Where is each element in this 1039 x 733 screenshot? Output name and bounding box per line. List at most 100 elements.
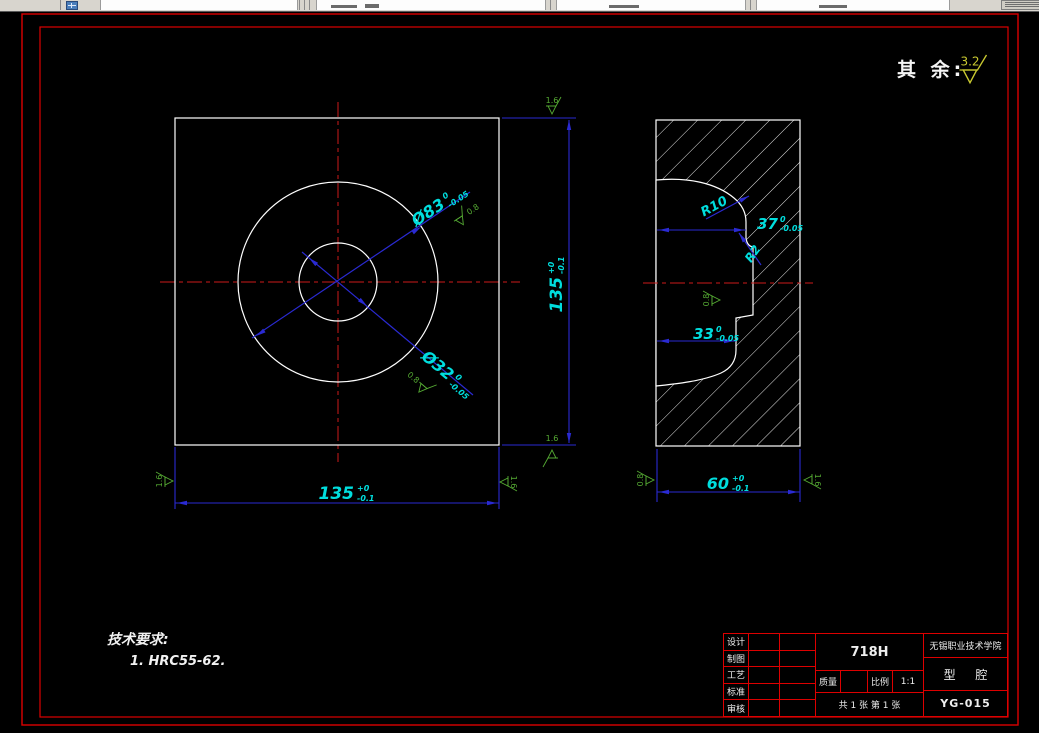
dim-r2 [738,232,762,266]
tech-req-title: 技术要求: [107,631,169,648]
svg-text:0: 0 [454,372,464,383]
toolbar-combobox[interactable] [756,0,950,10]
outer-border-frame [21,13,1019,726]
label-process: 工艺 [724,667,749,683]
toolbar-separator [750,0,751,10]
label-mass: 质量 [816,671,841,692]
svg-text:135: 135 [319,484,355,504]
dim-d83 [251,191,471,339]
drawing-number: YG-015 [940,697,991,710]
title-block-center: 718H 质量 比例 1:1 共 1 张 第 1 张 [816,634,924,716]
surface-finish-symbol: 1.6 [155,471,175,488]
empty-cell [841,671,868,692]
title-block: 设计 制图 工艺 标准 审核 718H 质量 比例 1:1 共 1 张 第 1 … [723,633,1008,717]
dim-w60 [656,449,801,502]
empty-cell [780,700,815,716]
svg-text:0.8: 0.8 [702,294,711,307]
toolbar-separator [60,0,61,10]
table-grid-icon[interactable] [66,1,78,10]
toolbar-separator [550,0,551,10]
label-scale: 比例 [868,671,893,692]
svg-text:3.2: 3.2 [960,55,979,69]
material-spec: 718H [816,634,923,671]
dim-d33 [657,338,736,344]
label-draft: 制图 [724,650,749,667]
dim-d32-text: Ø32 0 -0.05 [417,346,471,402]
empty-cell [780,651,815,667]
dim-w135 [174,447,500,509]
svg-text:0: 0 [780,215,786,224]
sheet-info: 共 1 张 第 1 张 [838,701,901,711]
svg-text:1.6: 1.6 [546,434,559,443]
empty-cell [749,650,780,667]
svg-text:1.6: 1.6 [155,475,164,488]
surface-finish-symbol: 0.8 [702,290,722,307]
plan-view: Ø83 0 -0.05 0.8 Ø32 0 -0.05 0.8 [160,102,576,509]
toolbar-separator [309,0,310,10]
plate-outline [174,117,500,446]
dim-d37-text: 37 0 -0.05 [757,215,803,233]
svg-text:0: 0 [441,190,451,201]
empty-cell [749,634,780,650]
empty-cell [749,667,780,683]
dim-w60-text: 60 +0 -0.1 [707,474,750,493]
surface-finish-symbol: 1.6 [802,474,822,490]
toolbar-separator [299,0,300,10]
empty-cell [780,634,815,650]
label-standard: 标准 [724,683,749,700]
toolbar-button[interactable] [1001,0,1039,10]
svg-text:-0.1: -0.1 [732,484,750,493]
dim-d37 [657,227,746,233]
svg-text:+0: +0 [732,474,745,483]
title-block-signatures: 设计 制图 工艺 标准 审核 [724,634,816,716]
svg-text:-0.05: -0.05 [716,334,739,343]
top-toolbar [0,0,1039,12]
svg-text:0.8: 0.8 [465,202,481,216]
label-audit: 审核 [724,700,749,716]
svg-text:1.6: 1.6 [509,476,518,489]
scale-value: 1:1 [900,676,916,687]
svg-text:-0.05: -0.05 [446,189,471,209]
svg-text:60: 60 [707,474,729,493]
surface-finish-symbol: 3.2 [959,55,988,85]
svg-text:-0.05: -0.05 [780,224,803,233]
svg-text:-0.1: -0.1 [357,494,375,503]
svg-text:0.8: 0.8 [636,474,645,487]
svg-text:0.8: 0.8 [405,370,421,385]
toolbar-combobox[interactable] [316,0,546,10]
empty-cell [749,700,780,716]
bore-circle-32 [298,242,378,322]
toolbar-combobox[interactable] [556,0,746,10]
inner-border-frame [39,26,1009,718]
svg-text:Ø83: Ø83 [407,194,448,230]
svg-text:135: 135 [547,277,567,313]
svg-text:1.6: 1.6 [813,474,822,487]
dim-d33-text: 33 0 -0.05 [693,325,739,343]
surface-finish-symbol: 0.8 [636,470,656,487]
svg-text:-0.1: -0.1 [557,257,566,275]
toolbar-panel[interactable] [100,0,298,10]
surface-note: 其 余: 3.2 [897,55,988,85]
empty-cell [749,683,780,700]
title-block-right: 无锡职业技术学院 型 腔 YG-015 [924,634,1007,716]
empty-cell [780,684,815,700]
svg-text:0: 0 [716,325,722,334]
dim-r10 [705,195,750,220]
svg-text:Ø32: Ø32 [417,346,457,384]
dim-w135-text: 135 +0 -0.1 [319,484,375,504]
dim-h135-text: 135 +0 -0.1 [547,257,567,313]
tech-req-item: 1. HRC55-62. [130,654,225,669]
svg-text:1.6: 1.6 [546,96,559,105]
technical-requirements: 技术要求: 1. HRC55-62. [107,631,225,669]
part-name: 型 腔 [924,658,1007,691]
toolbar-separator [304,0,305,10]
dim-d32 [301,251,474,396]
svg-text:37: 37 [757,215,778,233]
surface-finish-symbol: 1.6 [546,96,562,116]
dim-h135 [502,117,576,446]
svg-text:+0: +0 [547,261,556,274]
surface-note-label: 其 余: [897,58,965,81]
section-view: R10 R2 37 0 -0.05 0.8 33 [643,119,813,502]
surface-finish-symbol: 1.6 [498,476,518,492]
